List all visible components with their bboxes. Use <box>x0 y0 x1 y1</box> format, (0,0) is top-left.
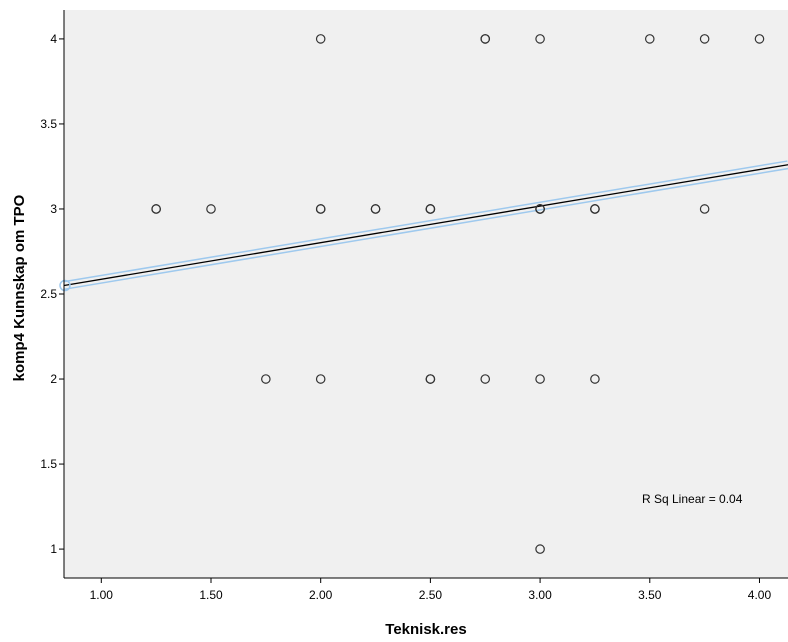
x-axis-title: Teknisk.res <box>385 621 466 638</box>
data-point <box>535 374 545 384</box>
data-point <box>315 34 326 44</box>
fit-line-end-marker <box>59 279 71 292</box>
x-tick-label: 2.00 <box>309 588 333 602</box>
data-point <box>699 204 710 214</box>
data-point <box>370 204 381 214</box>
data-point <box>535 34 545 44</box>
axes: 1.00 1.50 2.00 2.50 3.00 3.50 4.00 1 1.5 2 2.5 3 3.5… <box>40 10 788 602</box>
fit-line-layer <box>59 160 788 292</box>
data-point <box>590 204 600 214</box>
y-tick-label: 1 <box>50 542 57 556</box>
data-point <box>206 204 216 214</box>
x-tick-label: 3.00 <box>528 588 552 602</box>
points-layer <box>151 34 765 554</box>
data-point <box>699 34 710 44</box>
r-squared-annotation: R Sq Linear = 0.04 <box>642 492 743 506</box>
data-point <box>754 34 765 44</box>
data-point <box>315 204 326 214</box>
data-point <box>425 374 436 384</box>
fit-line <box>63 164 788 287</box>
y-tick-label: 1.5 <box>40 457 57 471</box>
y-tick-label: 4 <box>50 32 57 46</box>
data-point <box>425 204 436 214</box>
data-point <box>151 204 161 214</box>
x-tick-label: 1.50 <box>199 588 223 602</box>
y-tick-label: 2 <box>50 372 57 386</box>
data-point <box>590 374 600 384</box>
data-point <box>480 374 491 384</box>
x-tick-label: 4.00 <box>748 588 772 602</box>
y-axis-title: komp4 Kunnskap om TPO <box>11 194 28 381</box>
x-tick-label: 2.50 <box>419 588 443 602</box>
data-point <box>535 544 545 554</box>
y-tick-label: 3.5 <box>40 117 57 131</box>
y-tick-label: 2.5 <box>40 287 57 301</box>
data-point <box>644 34 655 44</box>
y-tick-label: 3 <box>50 202 57 216</box>
data-point <box>261 374 271 384</box>
plot-area <box>64 10 788 578</box>
data-point <box>315 374 326 384</box>
x-tick-label: 1.00 <box>90 588 114 602</box>
x-tick-label: 3.50 <box>638 588 662 602</box>
data-point <box>535 204 545 214</box>
data-point <box>480 34 491 44</box>
